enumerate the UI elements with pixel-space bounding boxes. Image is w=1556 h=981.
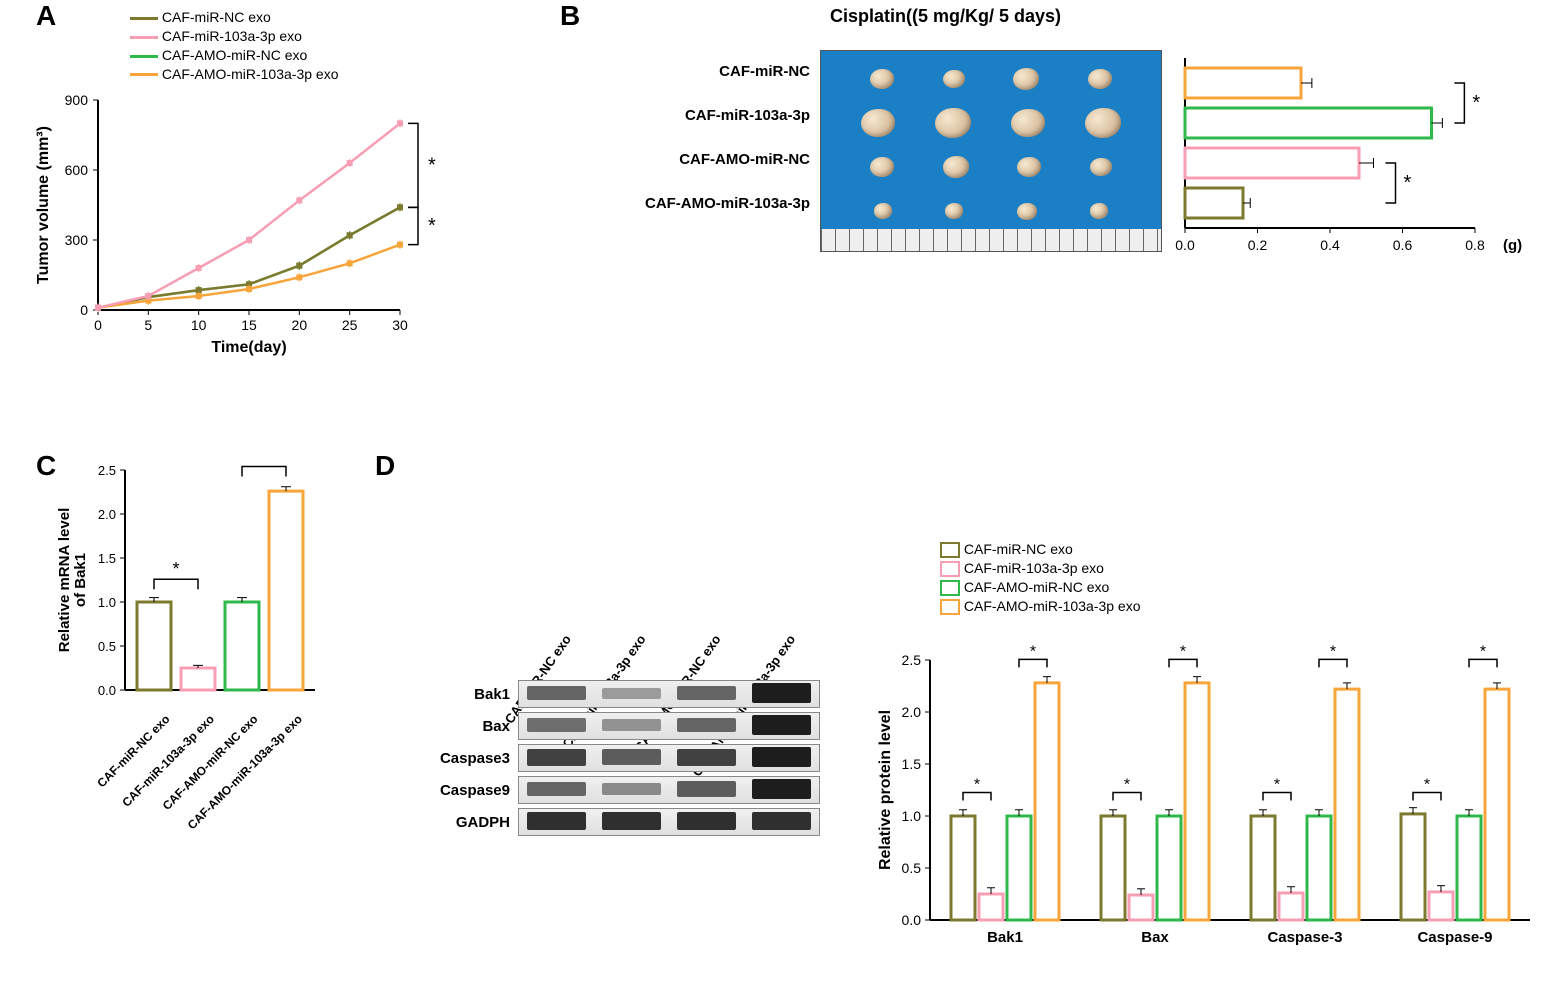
svg-text:Tumor volume (mm³): Tumor volume (mm³) xyxy=(35,126,52,284)
svg-text:10: 10 xyxy=(191,317,207,333)
svg-text:Bax: Bax xyxy=(1141,929,1169,946)
legend-g2: CAF-miR-103a-3p exo xyxy=(162,28,302,44)
svg-text:*: * xyxy=(1180,643,1186,660)
svg-text:*: * xyxy=(1124,777,1130,794)
svg-text:*: * xyxy=(1472,92,1480,114)
svg-text:2.5: 2.5 xyxy=(98,463,116,478)
svg-text:0.0: 0.0 xyxy=(902,912,922,928)
svg-text:*: * xyxy=(428,154,436,176)
svg-text:15: 15 xyxy=(241,317,257,333)
svg-text:1.0: 1.0 xyxy=(902,808,922,824)
panel-d-chart: 0.0 0.5 1.0 1.5 2.0 2.5 Relative protein level… xyxy=(870,640,1550,960)
svg-text:*: * xyxy=(1424,777,1430,794)
svg-text:1.5: 1.5 xyxy=(98,551,116,566)
svg-text:30: 30 xyxy=(392,317,408,333)
tumor-photo xyxy=(820,50,1162,252)
svg-text:0.5: 0.5 xyxy=(98,639,116,654)
svg-text:*: * xyxy=(1404,172,1412,194)
legend-g4: CAF-AMO-miR-103a-3p exo xyxy=(162,66,339,82)
svg-text:0.0: 0.0 xyxy=(1175,237,1195,253)
tumor-label-2: CAF-miR-103a-3p xyxy=(560,94,810,138)
tumor-label-4: CAF-AMO-miR-103a-3p xyxy=(560,182,810,226)
svg-text:Caspase-3: Caspase-3 xyxy=(1267,929,1342,946)
svg-text:*: * xyxy=(260,460,267,467)
svg-text:0.6: 0.6 xyxy=(1393,237,1413,253)
panel-d-legend: CAF-miR-NC exo CAF-miR-103a-3p exo CAF-A… xyxy=(940,540,1141,616)
panel-d-label: D xyxy=(375,450,395,482)
svg-text:2.5: 2.5 xyxy=(902,652,922,668)
svg-text:600: 600 xyxy=(65,162,89,178)
legend-g1: CAF-miR-NC exo xyxy=(162,9,271,25)
svg-text:*: * xyxy=(1480,643,1486,660)
svg-text:0.4: 0.4 xyxy=(1320,237,1340,253)
legend-d-g3: CAF-AMO-miR-NC exo xyxy=(964,579,1109,595)
legend-g3: CAF-AMO-miR-NC exo xyxy=(162,47,307,63)
svg-text:0.5: 0.5 xyxy=(902,860,922,876)
svg-text:of Bak1: of Bak1 xyxy=(72,553,89,607)
svg-text:*: * xyxy=(1274,777,1280,794)
panel-c-label: C xyxy=(36,450,56,482)
svg-text:0.8: 0.8 xyxy=(1465,237,1485,253)
svg-text:*: * xyxy=(974,777,980,794)
legend-d-g1: CAF-miR-NC exo xyxy=(964,541,1073,557)
svg-text:2.0: 2.0 xyxy=(98,507,116,522)
panel-a-chart: 0510152025300300600900Time(day)Tumor vol… xyxy=(30,90,450,370)
svg-text:25: 25 xyxy=(342,317,358,333)
svg-text:5: 5 xyxy=(144,317,152,333)
legend-d-g2: CAF-miR-103a-3p exo xyxy=(964,560,1104,576)
svg-text:(g): (g) xyxy=(1503,237,1522,254)
svg-text:Caspase-9: Caspase-9 xyxy=(1417,929,1492,946)
svg-text:20: 20 xyxy=(292,317,308,333)
svg-text:*: * xyxy=(1030,643,1036,660)
svg-text:2.0: 2.0 xyxy=(902,704,922,720)
panel-a-legend: CAF-miR-NC exo CAF-miR-103a-3p exo CAF-A… xyxy=(130,8,339,84)
legend-d-g4: CAF-AMO-miR-103a-3p exo xyxy=(964,598,1141,614)
tumor-row-labels: CAF-miR-NC CAF-miR-103a-3p CAF-AMO-miR-N… xyxy=(560,50,810,226)
wb-column-labels: CAF-miR-NC exoCAF-miR-103a-3p exoCAF-AMO… xyxy=(520,390,820,650)
svg-text:900: 900 xyxy=(65,92,89,108)
western-blot: Bak1BaxCaspase3Caspase9GADPH xyxy=(415,680,820,840)
panel-b-chart: 0.0 0.2 0.4 0.6 0.8 (g) * * xyxy=(1175,48,1545,268)
svg-text:0.2: 0.2 xyxy=(1248,237,1268,253)
panel-a-label: A xyxy=(36,0,56,32)
svg-text:1.0: 1.0 xyxy=(98,595,116,610)
svg-text:1.5: 1.5 xyxy=(902,756,922,772)
svg-text:0: 0 xyxy=(80,302,88,318)
svg-text:300: 300 xyxy=(65,232,89,248)
svg-text:Bak1: Bak1 xyxy=(987,929,1023,946)
svg-text:*: * xyxy=(1330,643,1336,660)
tumor-label-3: CAF-AMO-miR-NC xyxy=(560,138,810,182)
svg-text:Relative mRNA level: Relative mRNA level xyxy=(56,508,73,653)
tumor-label-1: CAF-miR-NC xyxy=(560,50,810,94)
panel-c-chart: 0.0 0.5 1.0 1.5 2.0 2.5 Relative mRNA levelof … xyxy=(55,460,325,710)
svg-text:Time(day): Time(day) xyxy=(211,339,286,356)
svg-text:Relative protein level: Relative protein level xyxy=(877,710,894,870)
svg-text:*: * xyxy=(172,559,179,579)
panel-b-title: Cisplatin((5 mg/Kg/ 5 days) xyxy=(830,6,1061,27)
panel-c-xlabels: CAF-miR-NC exoCAF-miR-103a-3p exoCAF-AMO… xyxy=(55,712,325,932)
svg-text:0: 0 xyxy=(94,317,102,333)
svg-text:*: * xyxy=(428,215,436,237)
panel-b-label: B xyxy=(560,0,580,32)
svg-text:0.0: 0.0 xyxy=(98,683,116,698)
